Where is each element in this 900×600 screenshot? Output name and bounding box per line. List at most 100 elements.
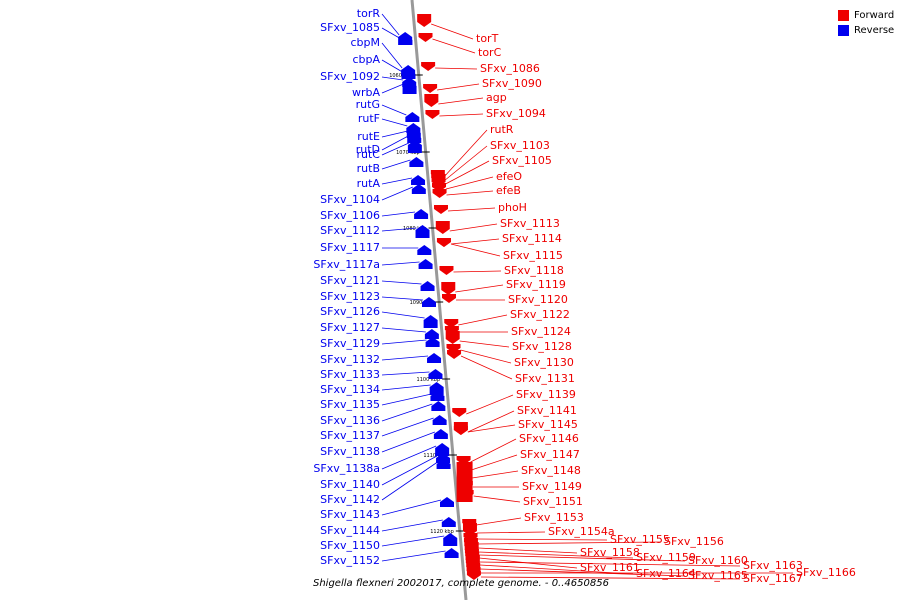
reverse-gene-label: rutC bbox=[357, 148, 381, 161]
forward-leader-line bbox=[445, 160, 490, 185]
reverse-leader-line bbox=[381, 135, 409, 151]
tick-label: 1080 kbp bbox=[403, 226, 427, 232]
reverse-gene-label: SFxv_1106 bbox=[320, 209, 380, 222]
reverse-leader-line bbox=[381, 339, 427, 345]
forward-leader-line bbox=[444, 129, 488, 177]
legend-reverse: Reverse bbox=[838, 23, 894, 38]
forward-gene-label: SFxv_1158 bbox=[580, 546, 640, 559]
reverse-gene bbox=[436, 453, 451, 463]
forward-gene-label: phoH bbox=[498, 201, 527, 214]
forward-gene bbox=[456, 456, 471, 465]
reverse-gene-label: SFxv_1137 bbox=[320, 429, 380, 442]
reverse-leader-line bbox=[381, 371, 430, 376]
forward-leader-line bbox=[459, 340, 510, 348]
reverse-leader-line bbox=[381, 59, 403, 73]
reverse-leader-line bbox=[381, 403, 433, 422]
forward-leader-line bbox=[435, 67, 478, 70]
forward-gene-label: SFxv_1154a bbox=[548, 525, 615, 538]
reverse-leader-line bbox=[381, 186, 413, 201]
reverse-gene-label: SFxv_1117 bbox=[320, 241, 380, 254]
forward-gene-label: SFxv_1130 bbox=[514, 356, 574, 369]
reverse-gene bbox=[417, 245, 432, 255]
reverse-leader-line bbox=[381, 445, 437, 470]
reverse-gene bbox=[425, 337, 440, 347]
forward-gene bbox=[447, 350, 462, 359]
forward-gene-label: SFxv_1103 bbox=[490, 139, 550, 152]
forward-leader-line bbox=[460, 355, 513, 380]
reverse-gene bbox=[427, 353, 442, 363]
reverse-gene bbox=[428, 369, 443, 379]
forward-leader-line bbox=[438, 97, 484, 105]
reverse-leader-line bbox=[381, 83, 404, 94]
forward-gene-label: SFxv_1139 bbox=[516, 388, 576, 401]
reverse-gene-label: SFxv_1092 bbox=[320, 70, 380, 83]
reverse-leader-line bbox=[381, 280, 422, 285]
forward-gene-label: SFxv_1166 bbox=[796, 566, 856, 579]
forward-gene-label: rutR bbox=[490, 123, 514, 136]
forward-gene-label: SFxv_1114 bbox=[502, 232, 562, 245]
reverse-gene bbox=[407, 133, 422, 143]
reverse-leader-line bbox=[381, 142, 410, 156]
forward-gene bbox=[456, 462, 473, 502]
reverse-gene bbox=[441, 517, 456, 527]
reverse-gene-label: SFxv_1136 bbox=[320, 414, 380, 427]
forward-gene-label: SFxv_1120 bbox=[508, 293, 568, 306]
reverse-leader-line bbox=[381, 384, 431, 391]
forward-gene-label: SFxv_1141 bbox=[517, 404, 577, 417]
forward-leader-line bbox=[466, 394, 514, 415]
forward-leader-line bbox=[455, 284, 504, 293]
forward-gene bbox=[466, 571, 481, 580]
reverse-leader-line bbox=[381, 76, 404, 81]
reverse-leader-line bbox=[381, 550, 446, 562]
forward-gene bbox=[425, 110, 440, 119]
forward-leader-line bbox=[445, 176, 494, 190]
forward-leader-line bbox=[437, 83, 480, 91]
forward-gene bbox=[441, 282, 456, 295]
reverse-leader-line bbox=[381, 104, 407, 116]
forward-gene-label: SFxv_1105 bbox=[492, 154, 552, 167]
reverse-gene bbox=[436, 459, 451, 469]
reverse-gene-label: SFxv_1112 bbox=[320, 224, 380, 237]
forward-gene-label: torC bbox=[478, 46, 502, 59]
legend: Forward Reverse bbox=[838, 8, 894, 38]
reverse-gene bbox=[430, 391, 445, 401]
reverse-gene-label: SFxv_1143 bbox=[320, 508, 380, 521]
reverse-swatch bbox=[838, 25, 849, 36]
forward-leader-line bbox=[476, 531, 546, 534]
reverse-leader-line bbox=[381, 461, 438, 501]
forward-leader-line bbox=[460, 349, 512, 364]
forward-gene-label: SFxv_1119 bbox=[506, 278, 566, 291]
reverse-gene-label: SFxv_1140 bbox=[320, 478, 380, 491]
forward-gene bbox=[432, 189, 447, 198]
forward-leader-line bbox=[480, 576, 741, 580]
reverse-gene bbox=[398, 35, 413, 45]
forward-leader-line bbox=[453, 270, 502, 273]
reverse-leader-line bbox=[381, 177, 413, 185]
forward-gene bbox=[442, 294, 456, 303]
reverse-gene-label: SFxv_1126 bbox=[320, 305, 380, 318]
forward-gene-label: SFxv_1167 bbox=[743, 572, 803, 585]
forward-leader-line bbox=[473, 495, 521, 503]
forward-gene-label: SFxv_1146 bbox=[519, 432, 579, 445]
forward-gene bbox=[444, 319, 459, 328]
forward-gene bbox=[421, 62, 436, 71]
reverse-leader-line bbox=[381, 27, 400, 39]
reverse-leader-line bbox=[381, 118, 408, 127]
forward-gene-label: SFxv_1163 bbox=[743, 559, 803, 572]
reverse-gene-label: rutA bbox=[357, 177, 381, 190]
forward-gene-label: efeO bbox=[496, 170, 522, 183]
forward-gene-label: SFxv_1118 bbox=[504, 264, 564, 277]
forward-gene-label: agp bbox=[486, 91, 507, 104]
forward-leader-line bbox=[439, 113, 484, 117]
reverse-gene bbox=[432, 415, 447, 425]
forward-leader-line bbox=[467, 424, 516, 433]
tick-label: 1120 kbp bbox=[430, 529, 454, 535]
legend-reverse-label: Reverse bbox=[854, 25, 895, 36]
forward-gene-label: SFxv_1094 bbox=[486, 107, 546, 120]
reverse-gene-label: rutG bbox=[356, 98, 380, 111]
reverse-gene bbox=[429, 382, 444, 395]
reverse-gene bbox=[420, 281, 435, 291]
forward-gene-label: SFxv_1124 bbox=[511, 325, 571, 338]
forward-gene bbox=[423, 84, 438, 93]
reverse-gene bbox=[407, 140, 422, 153]
